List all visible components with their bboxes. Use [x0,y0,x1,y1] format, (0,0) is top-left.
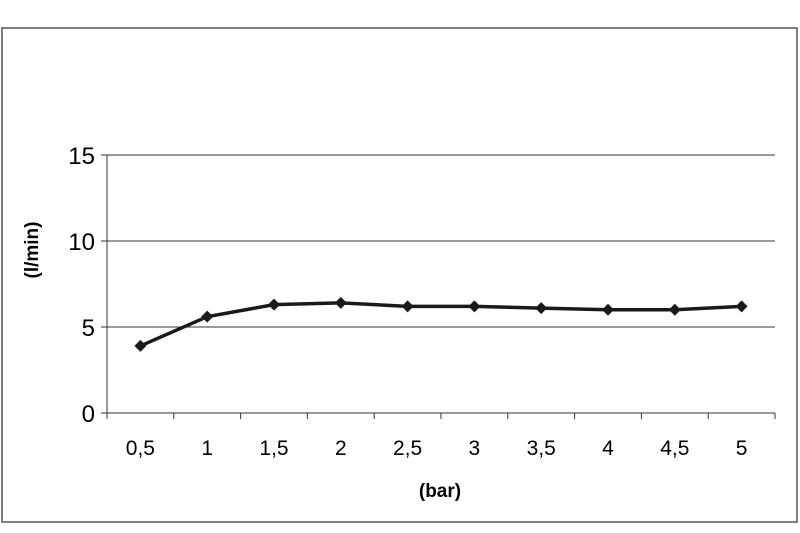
x-tick-label: 4 [602,437,614,460]
y-tick-label: 5 [82,315,95,342]
series-line [139,301,742,348]
data-point [201,310,214,323]
x-tick-label: 5 [736,437,748,460]
x-tick-label: 2 [335,437,347,460]
data-point [535,302,548,315]
x-tick-label: 3 [469,437,481,460]
data-point [668,303,681,316]
data-point [334,296,347,309]
chart-frame [1,27,798,523]
y-axis-label: (l/min) [22,222,43,279]
data-point [268,298,280,311]
data-point [602,303,614,316]
x-tick-label: 3,5 [527,437,556,460]
x-axis-label: (bar) [419,481,461,502]
data-point [468,300,481,313]
x-tick-label: 2,5 [393,437,422,460]
x-tick-label: 1,5 [259,437,288,460]
data-point [735,300,748,313]
y-tick-label: 10 [68,229,95,256]
x-tick-label: 1 [201,437,213,460]
x-tick-label: 0,5 [126,437,155,460]
data-point [134,339,147,352]
y-tick-label: 15 [68,143,95,170]
data-point [401,300,414,313]
x-tick-label: 4,5 [660,437,689,460]
y-tick-label: 0 [82,401,95,428]
